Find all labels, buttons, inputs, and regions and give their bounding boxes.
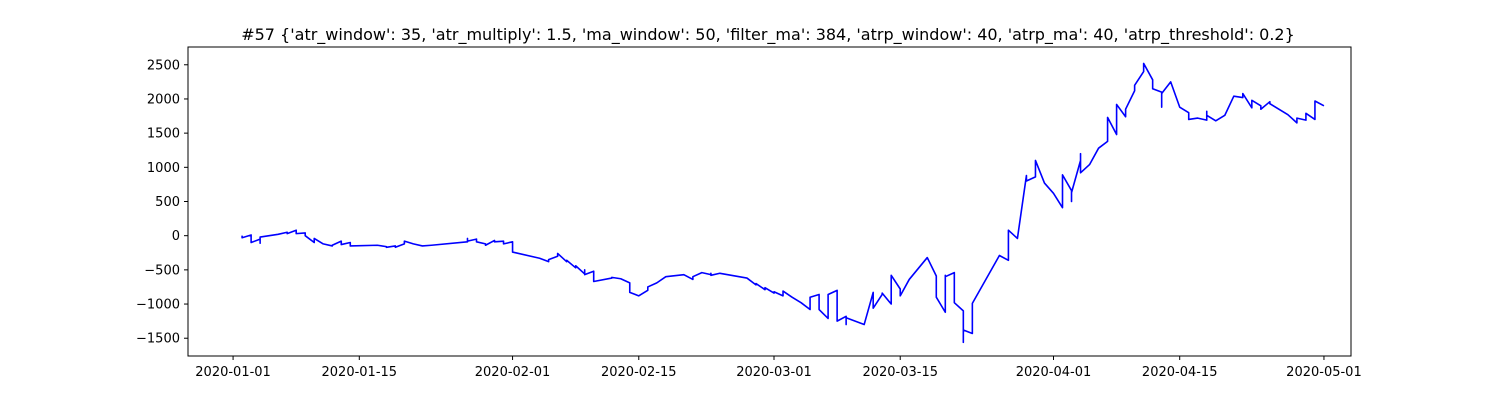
series-layer <box>241 62 1325 344</box>
y-axis: −1500 −1000 −500 0 500 1000 1500 2000 2500 <box>136 58 188 347</box>
x-tick-label: 2020-04-15 <box>1142 365 1218 380</box>
x-axis: 2020-01-01 2020-01-15 2020-02-01 2020-02-15… <box>195 356 1362 380</box>
chart-title: #57 {'atr_window': 35, 'atr_multiply': 1… <box>241 25 1295 45</box>
y-tick-label: −500 <box>144 263 180 278</box>
y-tick-label: −1000 <box>136 298 180 313</box>
series-line-1 <box>241 62 1325 344</box>
x-tick-label: 2020-02-01 <box>475 365 551 380</box>
y-tick-label: −1500 <box>136 332 180 347</box>
x-tick-label: 2020-02-15 <box>601 365 677 380</box>
x-tick-label: 2020-04-01 <box>1016 365 1092 380</box>
y-tick-label: 1500 <box>147 127 180 142</box>
y-tick-label: 0 <box>172 229 180 244</box>
x-tick-label: 2020-01-15 <box>322 365 398 380</box>
x-tick-label: 2020-03-01 <box>736 365 812 380</box>
y-tick-label: 2000 <box>147 92 180 107</box>
y-tick-label: 1000 <box>147 161 180 176</box>
x-tick-label: 2020-01-01 <box>195 365 271 380</box>
x-tick-label: 2020-05-01 <box>1286 365 1362 380</box>
y-tick-label: 500 <box>155 195 180 210</box>
x-tick-label: 2020-03-15 <box>862 365 938 380</box>
y-tick-label: 2500 <box>147 58 180 73</box>
